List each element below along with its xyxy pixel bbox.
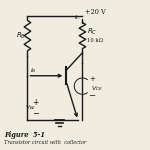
Text: $R_C$: $R_C$ [87,27,97,37]
Text: $V_{BE}$: $V_{BE}$ [25,103,37,112]
Text: Figure  5-1: Figure 5-1 [4,131,45,140]
Text: $V_{CE}$: $V_{CE}$ [91,84,103,93]
Text: 10 kΩ: 10 kΩ [87,38,103,43]
Text: $I_C$: $I_C$ [74,13,81,22]
Text: +: + [32,98,39,107]
Text: $I_B$: $I_B$ [30,67,36,75]
Text: −: − [32,109,39,118]
Text: −: − [89,91,96,100]
Text: $R_B$: $R_B$ [16,30,26,41]
Text: +: + [89,76,95,82]
Text: +20 V: +20 V [85,8,106,16]
Text: Transistor circuit with  collector: Transistor circuit with collector [4,140,86,145]
